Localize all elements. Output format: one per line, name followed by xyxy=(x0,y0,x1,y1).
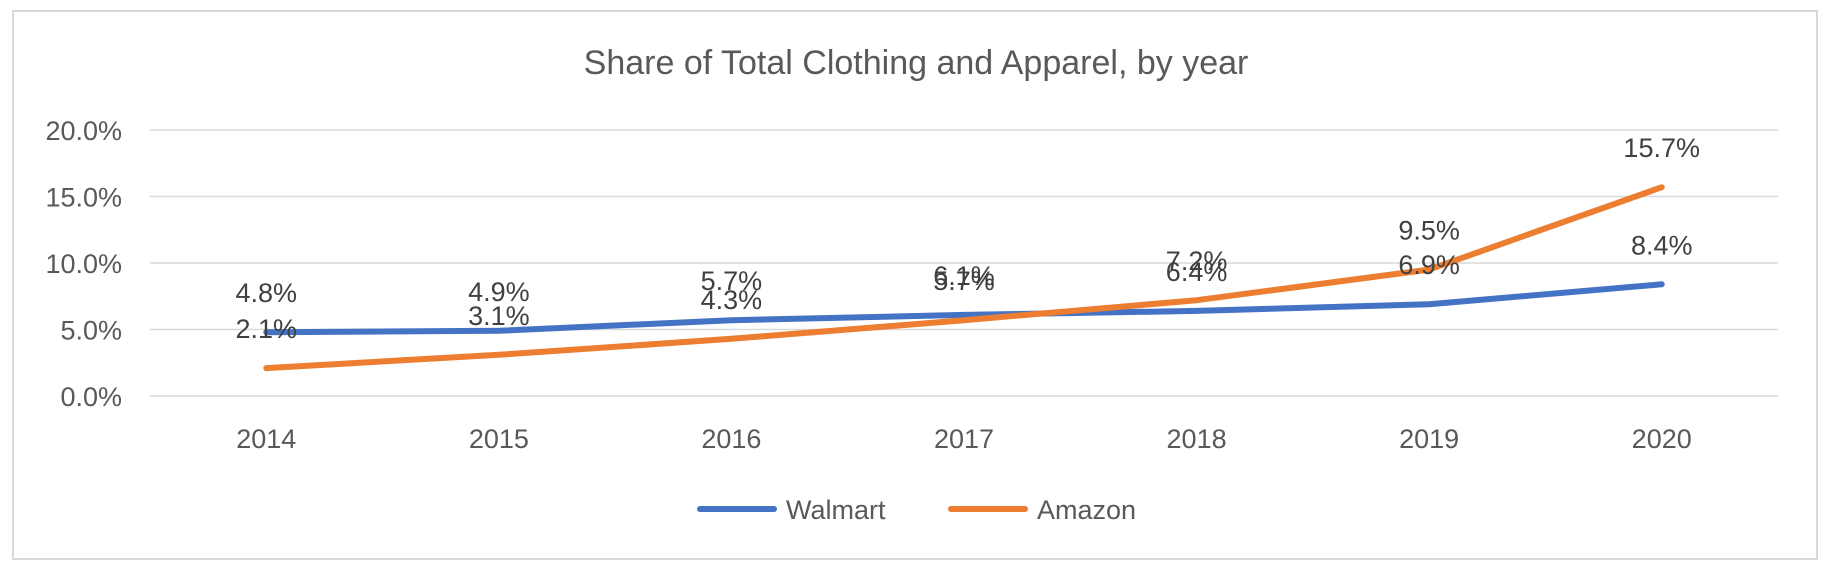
data-label-walmart: 6.4% xyxy=(1166,257,1228,287)
y-tick-label: 20.0% xyxy=(45,116,122,146)
y-tick-label: 0.0% xyxy=(60,382,122,412)
data-label-walmart: 6.9% xyxy=(1398,250,1460,280)
x-tick-label: 2020 xyxy=(1632,424,1692,454)
data-labels: 4.8% 4.9% 5.7% 6.1% 6.4% 6.9%8.4%2.1% 3.1%4.3%… xyxy=(236,133,1700,344)
data-label-walmart: 5.7% xyxy=(701,266,763,296)
data-label-amazon: 4.3% xyxy=(701,285,763,315)
legend-label-walmart: Walmart xyxy=(786,495,886,525)
y-axis: 0.0% 5.0% 10.0% 15.0% 20.0% xyxy=(45,116,122,412)
chart-title: Share of Total Clothing and Apparel, by … xyxy=(584,44,1249,82)
y-tick-label: 10.0% xyxy=(45,249,122,279)
data-label-walmart: 4.9% xyxy=(468,277,530,307)
legend-label-amazon: Amazon xyxy=(1037,495,1136,525)
y-tick-label: 5.0% xyxy=(60,316,122,346)
x-tick-label: 2018 xyxy=(1167,424,1227,454)
x-tick-label: 2019 xyxy=(1399,424,1459,454)
data-label-amazon: 15.7% xyxy=(1623,133,1700,163)
data-label-amazon: 5.7% xyxy=(933,266,995,296)
x-tick-label: 2014 xyxy=(236,424,296,454)
data-label-amazon: 2.1% xyxy=(236,314,298,344)
series-lines xyxy=(263,184,1665,372)
data-label-amazon: 9.5% xyxy=(1398,216,1460,246)
x-tick-label: 2016 xyxy=(701,424,761,454)
chart-frame xyxy=(12,10,1818,560)
legend: Walmart Amazon xyxy=(697,495,1136,525)
x-axis: 2014 2015 2016 2017 2018 2019 2020 xyxy=(236,424,1692,454)
data-label-amazon: 7.2% xyxy=(1166,246,1228,276)
data-label-walmart: 6.1% xyxy=(933,261,995,291)
data-label-amazon: 3.1% xyxy=(468,301,530,331)
y-tick-label: 15.0% xyxy=(45,183,122,213)
x-tick-label: 2017 xyxy=(934,424,994,454)
data-label-walmart: 4.8% xyxy=(236,278,298,308)
data-label-walmart: 8.4% xyxy=(1631,230,1693,260)
x-tick-label: 2015 xyxy=(469,424,529,454)
